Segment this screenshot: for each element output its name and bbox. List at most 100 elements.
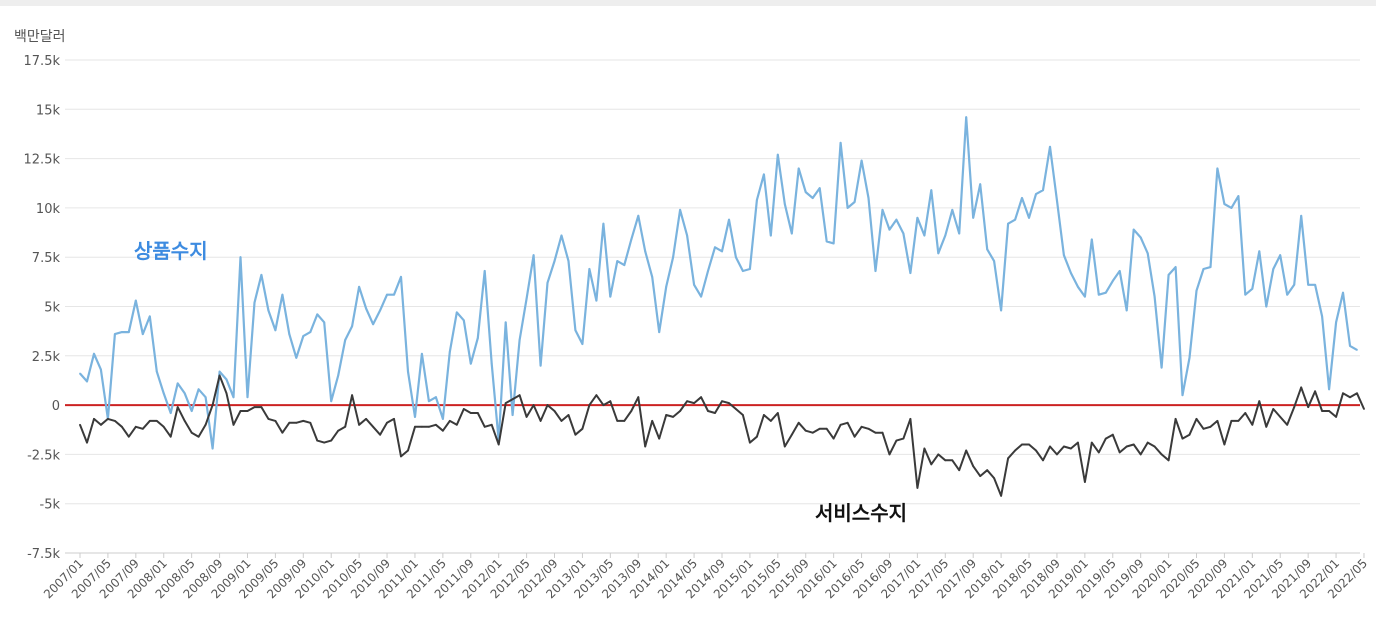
data-point	[155, 420, 158, 422]
data-point	[1349, 345, 1351, 347]
data-point	[832, 437, 835, 440]
data-point	[972, 216, 975, 219]
data-point	[818, 187, 821, 190]
data-point	[846, 421, 849, 424]
data-point	[455, 423, 458, 426]
data-point	[658, 331, 661, 333]
data-point	[302, 420, 305, 422]
data-point	[1049, 445, 1051, 448]
data-point	[483, 270, 486, 272]
data-point	[1328, 388, 1330, 391]
data-point	[588, 404, 591, 406]
data-point	[867, 197, 870, 199]
data-point	[372, 323, 374, 326]
data-point	[1028, 443, 1030, 446]
data-point	[644, 445, 647, 448]
data-point	[1251, 423, 1254, 426]
data-point	[811, 197, 814, 199]
data-point	[225, 392, 228, 395]
data-point	[121, 331, 123, 333]
data-point	[595, 394, 598, 397]
y-tick-label: 17.5k	[24, 54, 61, 69]
data-point	[183, 392, 186, 395]
data-point	[1363, 408, 1365, 410]
data-point	[979, 475, 982, 477]
data-point	[421, 425, 423, 428]
data-point	[832, 242, 835, 245]
data-point	[860, 425, 863, 428]
data-point	[1056, 199, 1058, 201]
data-point	[79, 423, 81, 426]
data-point	[1118, 270, 1121, 272]
data-point	[763, 414, 765, 416]
data-point	[776, 153, 779, 156]
data-point	[442, 418, 444, 420]
y-tick-label: 0	[52, 399, 60, 414]
data-point	[532, 404, 535, 406]
data-point	[323, 441, 326, 444]
data-point	[1328, 410, 1330, 412]
data-point	[602, 222, 605, 225]
data-point	[127, 331, 130, 333]
data-point	[909, 272, 912, 274]
data-point	[790, 232, 793, 235]
data-point	[763, 173, 765, 176]
data-point	[288, 421, 291, 424]
data-point	[379, 309, 381, 312]
data-point	[546, 404, 549, 406]
data-point	[1195, 289, 1198, 292]
data-point	[714, 412, 716, 414]
data-point	[923, 447, 926, 450]
data-point	[839, 423, 842, 426]
data-point	[407, 370, 409, 373]
data-point	[1035, 449, 1037, 452]
data-point	[435, 423, 437, 426]
data-point	[288, 333, 291, 335]
data-point	[246, 396, 249, 399]
data-point	[825, 427, 828, 430]
data-point	[260, 406, 263, 408]
data-point	[574, 433, 577, 436]
data-point	[560, 234, 563, 237]
data-point	[155, 370, 158, 373]
data-point	[169, 435, 172, 438]
data-point	[965, 449, 968, 452]
data-point	[588, 268, 591, 270]
data-point	[365, 307, 367, 310]
data-point	[1070, 272, 1072, 274]
data-point	[400, 276, 402, 278]
data-point	[1146, 252, 1149, 255]
data-point	[448, 420, 451, 422]
x-axis: 2007/012007/052007/092008/012008/052008/…	[41, 552, 1370, 601]
data-point	[414, 425, 416, 428]
data-point	[1042, 189, 1044, 192]
data-point	[902, 437, 905, 440]
data-point	[895, 218, 898, 221]
data-point	[1244, 293, 1247, 296]
data-point	[309, 421, 312, 424]
data-point	[190, 410, 193, 412]
y-tick-label: 15k	[36, 103, 61, 118]
data-point	[295, 356, 298, 359]
series-line-0	[79, 116, 1358, 450]
data-point	[442, 429, 444, 432]
data-point	[309, 331, 312, 333]
data-point	[211, 447, 214, 450]
data-point	[190, 431, 193, 434]
y-axis-unit-label: 백만달러	[14, 29, 66, 45]
data-point	[86, 441, 88, 444]
data-point	[1342, 392, 1344, 395]
data-point	[469, 412, 472, 414]
data-point	[197, 435, 200, 438]
data-point	[756, 435, 758, 438]
data-point	[462, 408, 465, 410]
data-point	[462, 319, 465, 322]
data-point	[386, 293, 388, 296]
data-point	[393, 293, 395, 296]
data-point	[1084, 481, 1086, 483]
data-point	[874, 431, 877, 434]
data-point	[107, 418, 109, 420]
data-point	[930, 463, 933, 466]
data-point	[428, 425, 430, 428]
